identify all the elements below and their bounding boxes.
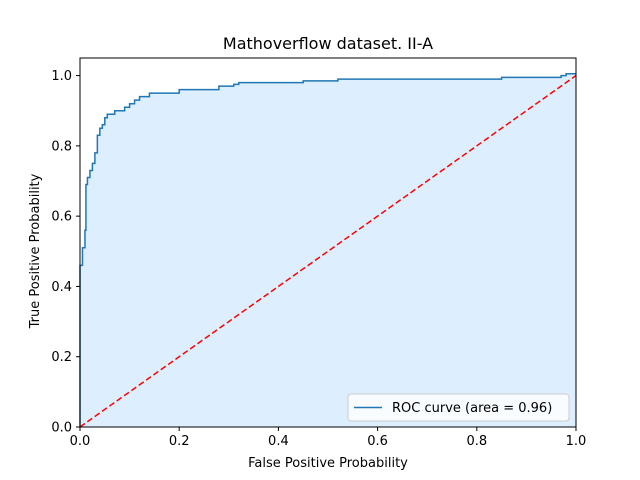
y-tick-label: 0.6 bbox=[51, 210, 72, 225]
y-tick-label: 0.0 bbox=[51, 421, 72, 436]
legend-box bbox=[347, 393, 570, 422]
y-tick-label: 0.8 bbox=[51, 139, 72, 154]
x-tick-label: 0.6 bbox=[367, 434, 388, 449]
x-tick-label: 0.0 bbox=[70, 434, 91, 449]
x-tick-label: 1.0 bbox=[566, 434, 587, 449]
legend-roc-label: ROC curve (area = 0.96) bbox=[392, 401, 552, 416]
chart-title: Mathoverflow dataset. II-A bbox=[223, 34, 433, 53]
roc-area-fill bbox=[80, 73, 576, 427]
roc-curve-line bbox=[79, 73, 576, 427]
x-axis-label: False Positive Probability bbox=[248, 456, 408, 471]
plot-area: 0.0 0.2 0.4 0.6 0.8 1.0 0.0 0.2 0.4 0.6 0.8 1.0 bbox=[51, 57, 587, 449]
legend: ROC curve (area = 0.96) bbox=[347, 393, 570, 422]
x-tick-label: 0.2 bbox=[169, 434, 190, 449]
x-tick-label: 0.4 bbox=[268, 434, 289, 449]
plot-frame bbox=[79, 57, 577, 428]
chance-diagonal-line bbox=[79, 74, 577, 428]
x-tick-label: 0.8 bbox=[466, 434, 487, 449]
y-tick-label: 1.0 bbox=[51, 69, 72, 84]
y-tick-label: 0.2 bbox=[51, 350, 72, 365]
y-tick-label: 0.4 bbox=[51, 280, 72, 295]
y-axis-label: True Positive Probability bbox=[28, 173, 43, 329]
